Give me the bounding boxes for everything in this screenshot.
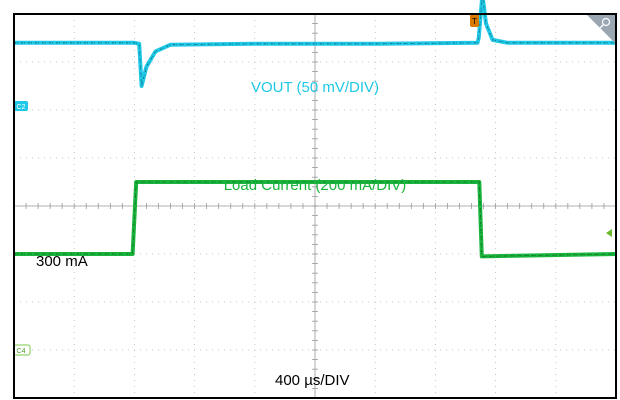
trigger-level-arrow	[606, 229, 612, 237]
traces	[14, 0, 617, 259]
series-load-current-noise	[14, 181, 617, 257]
screen-frame	[13, 13, 617, 399]
series-vout-trace	[14, 0, 616, 88]
channel-tag-c4: C4	[13, 344, 31, 356]
level-300ma-label: 300 mA	[36, 253, 88, 270]
trigger-marker-label: T	[472, 17, 477, 26]
time-scale-label: 400 µs/DIV	[275, 372, 350, 389]
trigger-marker: T	[470, 14, 479, 27]
load-current-label: Load Current (200 mA/DIV)	[224, 177, 407, 194]
channel-tag-c4-label: C4	[17, 348, 26, 355]
channel-tag-c2: C2	[14, 101, 28, 111]
graticule	[13, 13, 617, 399]
vout-label: VOUT (50 mV/DIV)	[251, 79, 379, 96]
zoom-corner-icon	[586, 14, 616, 44]
channel-tag-c2-label: C2	[17, 104, 26, 111]
